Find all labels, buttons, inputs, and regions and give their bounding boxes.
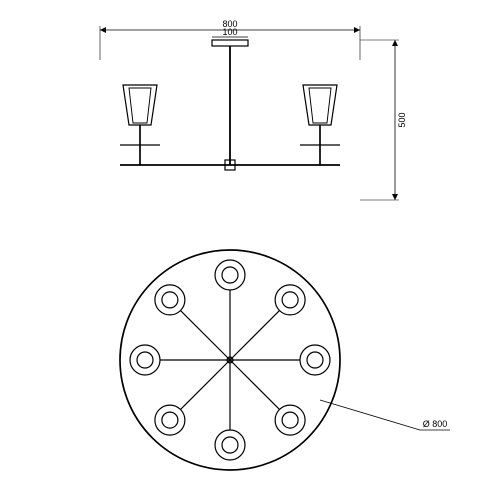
plan-socket-outer bbox=[275, 405, 305, 435]
plan-socket-outer bbox=[215, 430, 245, 460]
plan-socket-outer bbox=[155, 285, 185, 315]
arrowhead bbox=[354, 27, 360, 33]
plan-socket-outer bbox=[215, 260, 245, 290]
lamp-shade-inner bbox=[309, 88, 331, 123]
arrowhead bbox=[392, 40, 398, 46]
plan-socket-outer bbox=[155, 405, 185, 435]
lamp-shade bbox=[123, 85, 157, 125]
lamp-shade-inner bbox=[129, 88, 151, 123]
dim-mount-label: 100 bbox=[222, 27, 237, 37]
callout-label: Ø 800 bbox=[423, 419, 448, 429]
mount-plate bbox=[212, 40, 248, 46]
plan-socket-outer bbox=[275, 285, 305, 315]
lamp-shade bbox=[303, 85, 337, 125]
callout-leader bbox=[320, 400, 420, 430]
dim-height-label: 500 bbox=[397, 112, 407, 127]
arrowhead bbox=[392, 194, 398, 200]
arrowhead bbox=[100, 27, 106, 33]
plan-socket-outer bbox=[300, 345, 330, 375]
technical-drawing: 800100500 Ø 800 bbox=[0, 0, 500, 500]
plan-socket-outer bbox=[130, 345, 160, 375]
elevation-view: 800100500 bbox=[100, 19, 407, 200]
plan-view: Ø 800 bbox=[120, 250, 450, 470]
